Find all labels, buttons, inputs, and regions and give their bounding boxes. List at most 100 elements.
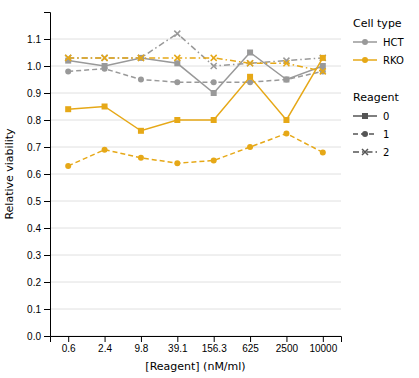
y-tick: 1.0 <box>27 61 50 72</box>
series <box>65 131 326 169</box>
y-axis: 0.00.10.20.30.40.50.60.70.80.91.01.1 <box>27 13 50 342</box>
x-tick-label: 156.3 <box>202 343 227 354</box>
point <box>283 131 289 137</box>
x-tick-mark <box>214 336 215 342</box>
point <box>65 68 71 74</box>
x-tick-mark <box>177 336 178 342</box>
y-tick: 0.4 <box>27 223 50 234</box>
x-tick-mark <box>68 336 69 342</box>
y-tick-label: 0.1 <box>27 304 41 315</box>
y-tick-mark <box>44 120 50 121</box>
grid-line <box>50 282 341 283</box>
grid-line <box>50 309 341 310</box>
x-tick-mark <box>323 336 324 342</box>
y-tick: 0.0 <box>27 331 50 342</box>
point <box>211 79 217 85</box>
point <box>320 63 326 69</box>
point <box>138 155 144 161</box>
grid-line <box>50 228 341 229</box>
legend-label: 2 <box>383 147 389 158</box>
x-tick-label: 2.4 <box>98 343 112 354</box>
x-tick-label: 9.8 <box>134 343 148 354</box>
point <box>320 68 326 74</box>
x-tick: 156.3 <box>202 336 227 354</box>
series <box>65 31 326 69</box>
legend-title: Cell type <box>353 17 402 30</box>
y-tick: 0.8 <box>27 115 50 126</box>
point <box>211 90 217 96</box>
point <box>320 55 326 61</box>
point <box>174 55 180 61</box>
y-tick-label: 0.9 <box>27 88 41 99</box>
x-axis-title: [Reagent] (nM/ml) <box>145 360 245 373</box>
point <box>247 74 253 80</box>
y-tick-label: 0.5 <box>27 196 41 207</box>
point <box>320 68 326 74</box>
point <box>65 106 71 112</box>
legend-title: Reagent <box>353 91 399 104</box>
legend-entry: 1 <box>353 129 389 140</box>
grid-line <box>50 39 341 40</box>
legend-label: HCT <box>383 37 405 48</box>
y-tick: 0.6 <box>27 169 50 180</box>
y-tick-mark <box>44 282 50 283</box>
point <box>102 55 108 61</box>
x-tick-label: 625 <box>242 343 259 354</box>
point <box>65 163 71 169</box>
y-tick-mark <box>44 147 50 148</box>
point <box>102 147 108 153</box>
x-tick-label: 39.1 <box>168 343 188 354</box>
point <box>247 50 253 56</box>
y-tick-mark <box>44 39 50 40</box>
legend-marker <box>362 57 368 63</box>
legend: Reagent 0 1 2 <box>353 91 399 158</box>
point <box>320 55 326 61</box>
y-tick-mark <box>44 228 50 229</box>
point <box>283 60 289 66</box>
legend-label: 1 <box>383 129 389 140</box>
point <box>211 158 217 164</box>
y-tick-mark <box>44 201 50 202</box>
y-axis-line <box>44 13 51 337</box>
point <box>65 55 71 61</box>
x-tick: 0.6 <box>62 336 76 354</box>
legend: Cell type HCT RKO <box>353 17 405 66</box>
y-tick-mark <box>44 93 50 94</box>
x-tick: 10000 <box>309 336 337 354</box>
legend-label: RKO <box>383 55 404 66</box>
x-tick: 2500 <box>276 336 299 354</box>
y-tick: 1.1 <box>27 34 50 45</box>
chart: 0.00.10.20.30.40.50.60.70.80.91.01.10.62… <box>0 0 419 378</box>
point <box>174 79 180 85</box>
y-tick-label: 0.2 <box>27 277 41 288</box>
y-tick-label: 0.7 <box>27 142 41 153</box>
y-tick: 0.1 <box>27 304 50 315</box>
y-tick: 0.5 <box>27 196 50 207</box>
point <box>102 55 108 61</box>
series <box>65 50 326 97</box>
series-line <box>68 53 323 94</box>
y-tick-mark <box>44 174 50 175</box>
point <box>102 63 108 69</box>
point <box>211 117 217 123</box>
x-axis: 0.6 2.4 9.8 39.1 156.3 625 2500 10000 <box>51 336 342 354</box>
grid-line <box>50 201 341 202</box>
y-tick-mark <box>44 255 50 256</box>
point <box>283 117 289 123</box>
legend-entry: HCT <box>353 37 405 48</box>
y-tick-label: 0.6 <box>27 169 41 180</box>
grid-line <box>50 174 341 175</box>
y-tick: 0.2 <box>27 277 50 288</box>
y-tick-label: 1.0 <box>27 61 41 72</box>
point <box>102 104 108 110</box>
series <box>65 55 326 134</box>
point <box>138 55 144 61</box>
x-tick-label: 2500 <box>276 343 299 354</box>
legend-label: 0 <box>383 111 389 122</box>
point <box>283 77 289 83</box>
series-group <box>65 31 326 169</box>
point <box>211 55 217 61</box>
x-tick-mark <box>105 336 106 342</box>
legend-entry: RKO <box>353 55 404 66</box>
y-tick-label: 0.4 <box>27 223 41 234</box>
